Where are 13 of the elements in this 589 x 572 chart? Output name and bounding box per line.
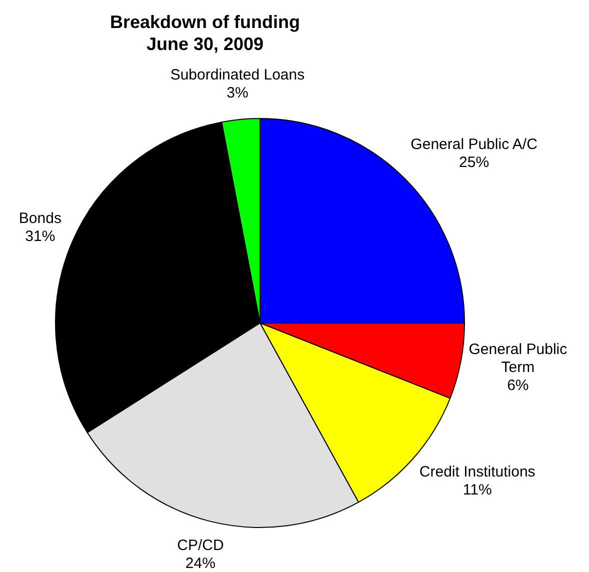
data-label: 11% xyxy=(462,482,492,499)
slice-label: General Public Term xyxy=(468,341,568,376)
data-label: 6% xyxy=(507,377,529,394)
slice-label: Bonds xyxy=(18,210,62,228)
data-label: 3% xyxy=(226,84,248,102)
slice-label: Subordinated Loans xyxy=(170,66,305,84)
data-label: 24% xyxy=(185,555,216,572)
slice-label: General Public A/C xyxy=(410,136,538,153)
data-label: 31% xyxy=(25,228,56,246)
slice-label: Credit Institutions xyxy=(419,464,536,481)
data-label: 25% xyxy=(459,154,490,171)
slice-label: CP/CD xyxy=(177,537,224,554)
chart-title: Breakdown of funding June 30, 2009 xyxy=(110,12,300,54)
